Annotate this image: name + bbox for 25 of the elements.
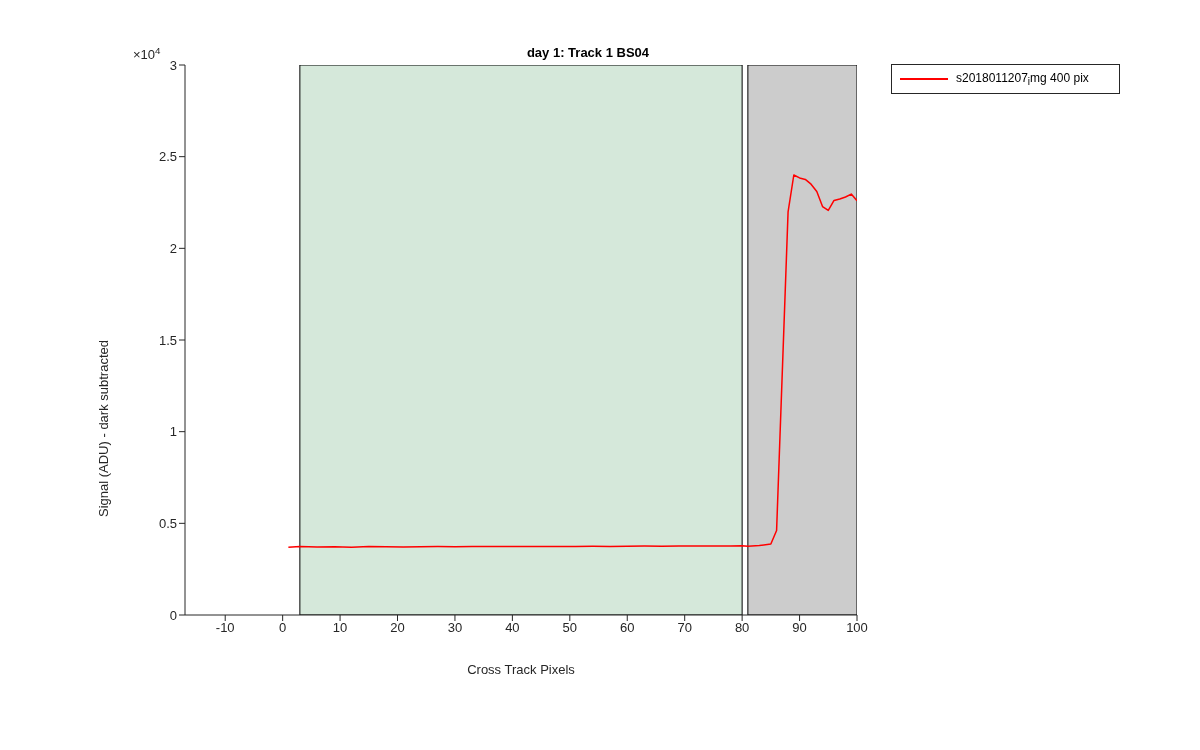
x-tick-label: 50: [562, 620, 578, 636]
x-tick-label: 20: [390, 620, 405, 636]
y-tick-label: 1: [169, 424, 177, 440]
x-tick-label: 90: [792, 620, 807, 636]
x-tick-label: 30: [447, 620, 463, 636]
x-axis-title: Cross Track Pixels: [467, 662, 576, 678]
chart-title: day 1: Track 1 BS04: [526, 45, 650, 60]
legend-label: s2018011207$_{i}$mg 400 pix: [956, 71, 1089, 88]
y-tick-label: 0: [169, 607, 177, 623]
y-tick-label: 3: [169, 57, 177, 73]
x-tick-label: 80: [734, 620, 750, 636]
y-axis-title: Signal (ADU) - dark subtracted: [95, 340, 111, 518]
y-tick-label: 2.5: [158, 149, 177, 165]
x-tick-label: 0: [279, 620, 287, 636]
x-tick-label: 10: [332, 620, 348, 636]
x-tick-label: 60: [620, 620, 635, 636]
x-tick-label: 40: [505, 620, 520, 636]
y-tick-label: 1.5: [158, 332, 177, 348]
y-tick-label: 2: [169, 240, 177, 256]
text: ×10$^{4}$: [133, 44, 162, 62]
x-tick-label: 70: [677, 620, 692, 636]
x-tick-label: -10: [215, 620, 235, 636]
x-tick-label: 100: [846, 620, 868, 636]
line-series: [287, 174, 857, 549]
y-tick-label: 0.5: [158, 515, 177, 531]
